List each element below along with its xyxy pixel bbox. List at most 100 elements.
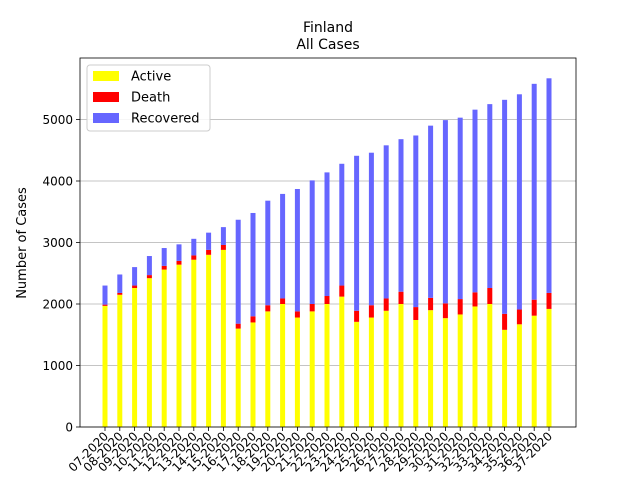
bar-active bbox=[280, 304, 286, 427]
bar-death bbox=[265, 305, 271, 312]
bar-active bbox=[383, 310, 389, 427]
bar-recovered bbox=[250, 212, 256, 317]
bar-active bbox=[368, 317, 374, 427]
bar-active bbox=[457, 314, 463, 427]
bar-recovered bbox=[265, 200, 271, 306]
bar-death bbox=[413, 307, 419, 320]
bar-active bbox=[546, 308, 552, 427]
bar-active bbox=[206, 254, 212, 427]
bar-active bbox=[531, 315, 537, 427]
bar-recovered bbox=[235, 219, 241, 324]
bar-recovered bbox=[132, 267, 138, 286]
bar-active bbox=[442, 318, 448, 427]
bar-recovered bbox=[102, 285, 108, 305]
bar-death bbox=[117, 292, 123, 295]
bar-death bbox=[235, 323, 241, 329]
bar-death bbox=[472, 292, 478, 307]
axes: 01000200030004000500007-202008-202009-20… bbox=[42, 57, 577, 475]
bar-death bbox=[280, 298, 286, 304]
bar-active bbox=[250, 322, 256, 427]
bar-active bbox=[516, 324, 522, 427]
bar-death bbox=[132, 285, 138, 289]
bar-active bbox=[502, 329, 508, 427]
bar-active bbox=[413, 319, 419, 427]
bar-recovered bbox=[117, 274, 123, 293]
y-tick-label: 2000 bbox=[42, 298, 73, 312]
bar-recovered bbox=[442, 120, 448, 304]
legend: Active Death Recovered bbox=[86, 64, 211, 132]
y-tick-label: 0 bbox=[65, 421, 73, 435]
bar-recovered bbox=[280, 193, 286, 299]
bar-recovered bbox=[191, 238, 197, 256]
bar-recovered bbox=[546, 78, 552, 293]
bar-recovered bbox=[368, 152, 374, 306]
legend-label: Active bbox=[131, 70, 171, 85]
bar-active bbox=[398, 304, 404, 427]
bar-recovered bbox=[398, 139, 404, 292]
bar-active bbox=[132, 288, 138, 427]
bar-active bbox=[265, 311, 271, 427]
bar-recovered bbox=[206, 232, 212, 250]
bar-active bbox=[354, 321, 360, 427]
bar-recovered bbox=[457, 117, 463, 300]
bar-active bbox=[235, 328, 241, 427]
bar-active bbox=[220, 249, 226, 427]
bar-death bbox=[457, 299, 463, 315]
bar-active bbox=[161, 269, 167, 427]
bar-death bbox=[354, 310, 360, 322]
bar-death bbox=[398, 291, 404, 304]
bar-death bbox=[546, 292, 552, 309]
y-axis-label: Number of Cases bbox=[15, 187, 30, 299]
bar-death bbox=[442, 303, 448, 319]
bar-death bbox=[176, 260, 182, 265]
bar-recovered bbox=[502, 99, 508, 314]
legend-label: Death bbox=[131, 91, 170, 106]
bar-recovered bbox=[516, 94, 522, 310]
bar-active bbox=[309, 311, 315, 427]
bar-death bbox=[191, 255, 197, 260]
bar-active bbox=[339, 296, 345, 427]
y-tick-label: 3000 bbox=[42, 236, 73, 250]
bar-recovered bbox=[487, 104, 493, 289]
bar-death bbox=[309, 304, 315, 312]
bar-death bbox=[294, 311, 300, 318]
bar-recovered bbox=[413, 135, 419, 308]
bar-death bbox=[339, 285, 345, 297]
bar-death bbox=[368, 305, 374, 318]
bar-death bbox=[324, 296, 330, 304]
bar-active bbox=[472, 306, 478, 427]
bars bbox=[102, 78, 552, 427]
y-tick-label: 4000 bbox=[42, 175, 73, 189]
bar-death bbox=[146, 275, 152, 279]
bar-recovered bbox=[161, 248, 167, 266]
bar-death bbox=[206, 249, 212, 255]
bar-recovered bbox=[339, 163, 345, 286]
bar-active bbox=[191, 259, 197, 427]
y-tick-label: 5000 bbox=[42, 113, 73, 127]
bar-recovered bbox=[324, 172, 330, 297]
bar-death bbox=[516, 309, 522, 325]
bar-active bbox=[428, 310, 434, 427]
bar-death bbox=[531, 299, 537, 316]
y-tick-label: 1000 bbox=[42, 359, 73, 373]
legend-swatch bbox=[93, 113, 119, 123]
chart-subtitle: All Cases bbox=[296, 37, 359, 53]
legend-swatch bbox=[93, 71, 119, 81]
bar-death bbox=[161, 265, 167, 270]
bar-recovered bbox=[146, 256, 152, 276]
bar-death bbox=[502, 313, 508, 330]
bar-active bbox=[294, 317, 300, 427]
bar-active bbox=[324, 304, 330, 427]
bar-recovered bbox=[472, 109, 478, 293]
bar-death bbox=[102, 304, 108, 306]
bar-active bbox=[487, 304, 493, 427]
bar-active bbox=[146, 278, 152, 427]
plot-frame bbox=[79, 57, 577, 428]
bar-death bbox=[428, 297, 434, 311]
bar-recovered bbox=[220, 227, 226, 245]
bar-recovered bbox=[531, 83, 537, 300]
bar-active bbox=[102, 305, 108, 427]
legend-label: Recovered bbox=[131, 112, 200, 127]
